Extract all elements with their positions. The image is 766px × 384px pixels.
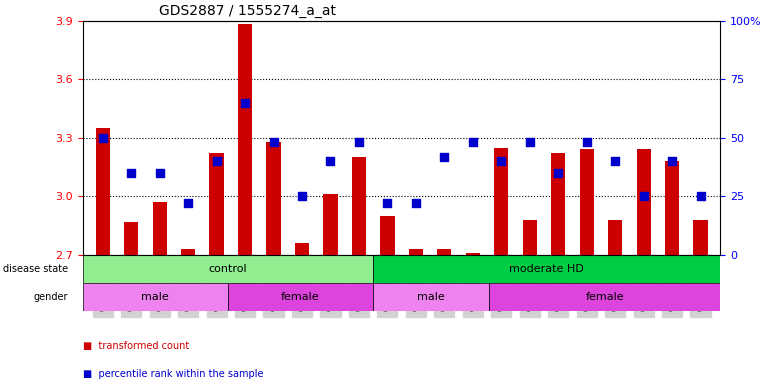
Bar (295, 243, 309, 255)
Text: control: control (208, 264, 247, 274)
Bar (409, 249, 423, 255)
Point (381, 200, 394, 207)
Point (353, 139, 365, 146)
Text: ■  percentile rank within the sample: ■ percentile rank within the sample (83, 369, 264, 379)
Point (637, 193, 650, 199)
Bar (238, 25, 252, 255)
FancyArrowPatch shape (77, 295, 81, 300)
Bar (608, 220, 622, 255)
Text: gender: gender (34, 292, 68, 302)
Point (182, 200, 195, 207)
Text: female: female (585, 292, 624, 302)
Point (267, 139, 280, 146)
Text: moderate HD: moderate HD (509, 264, 584, 274)
Bar (466, 253, 480, 255)
Bar (489, 283, 721, 311)
Bar (665, 161, 679, 255)
Point (466, 139, 479, 146)
Point (153, 170, 165, 176)
Bar (580, 149, 594, 255)
Text: ■  transformed count: ■ transformed count (83, 341, 189, 351)
Bar (96, 128, 110, 255)
Bar (522, 220, 537, 255)
Point (524, 139, 536, 146)
Bar (228, 283, 372, 311)
Bar (494, 147, 509, 255)
Point (609, 158, 621, 164)
Bar (323, 194, 338, 255)
Point (495, 158, 507, 164)
Point (410, 200, 422, 207)
Point (666, 158, 678, 164)
Point (552, 170, 565, 176)
Bar (380, 216, 394, 255)
Point (125, 170, 137, 176)
Text: female: female (281, 292, 319, 302)
Bar (372, 255, 721, 283)
Bar (372, 283, 489, 311)
FancyArrowPatch shape (77, 267, 81, 271)
Point (438, 154, 450, 160)
Bar (437, 249, 451, 255)
Point (296, 193, 308, 199)
Text: disease state: disease state (3, 264, 68, 274)
Point (581, 139, 593, 146)
Bar (352, 157, 366, 255)
Text: male: male (417, 292, 444, 302)
Bar (267, 142, 280, 255)
Bar (181, 249, 195, 255)
Bar (152, 202, 167, 255)
Text: GDS2887 / 1555274_a_at: GDS2887 / 1555274_a_at (159, 4, 336, 18)
Bar (124, 222, 139, 255)
Point (324, 158, 336, 164)
Bar (637, 149, 651, 255)
Bar (693, 220, 708, 255)
Point (211, 158, 223, 164)
Bar (83, 283, 228, 311)
Bar (551, 153, 565, 255)
Bar (83, 255, 372, 283)
Text: male: male (142, 292, 169, 302)
Point (239, 99, 251, 106)
Bar (209, 153, 224, 255)
Point (97, 135, 109, 141)
Point (695, 193, 707, 199)
